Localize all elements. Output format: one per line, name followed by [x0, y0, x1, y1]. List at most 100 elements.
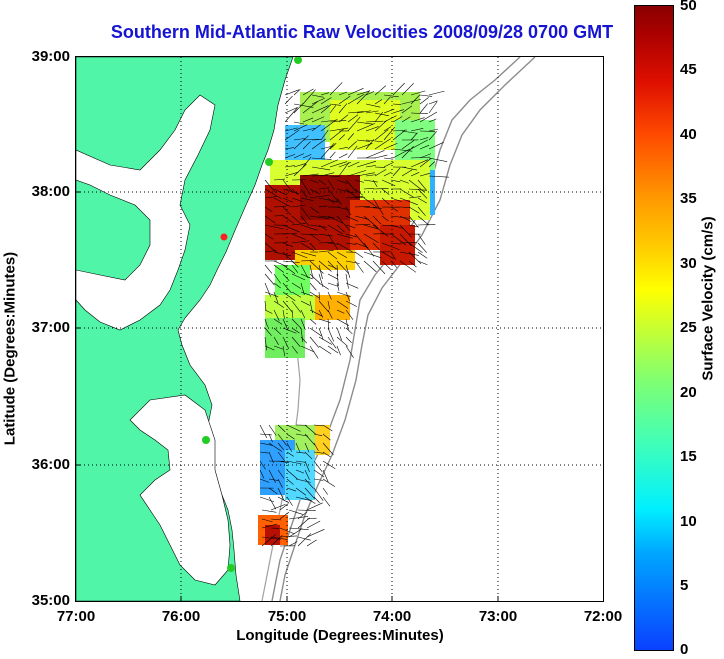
- velocity-arrow: [428, 118, 437, 123]
- velocity-arrow: [408, 215, 419, 228]
- velocity-arrow: [399, 197, 418, 206]
- velocity-arrow: [336, 264, 339, 277]
- velocity-arrow: [320, 119, 338, 123]
- velocity-arrow: [304, 451, 313, 460]
- velocity-arrow: [356, 123, 376, 132]
- velocity-arrow: [401, 146, 414, 159]
- velocity-arrow: [419, 103, 428, 114]
- velocity-arrow: [419, 144, 430, 150]
- velocity-arrow: [356, 90, 370, 96]
- velocity-arrow: [286, 469, 298, 480]
- velocity-arrow: [381, 251, 395, 260]
- velocity-arrow: [372, 206, 382, 209]
- velocity-arrow: [408, 224, 419, 228]
- velocity-arrow: [374, 120, 388, 132]
- velocity-arrow: [300, 251, 317, 257]
- velocity-arrow: [345, 179, 358, 193]
- velocity-arrow: [282, 179, 293, 193]
- velocity-arrow: [327, 188, 339, 202]
- velocity-arrow: [320, 172, 335, 177]
- velocity-arrow: [354, 260, 364, 273]
- velocity-arrow: [264, 179, 277, 194]
- velocity-arrow: [264, 309, 273, 314]
- velocity-arrow: [347, 170, 367, 177]
- velocity-arrow: [401, 166, 418, 171]
- velocity-arrow: [293, 88, 301, 96]
- velocity-arrow: [309, 215, 330, 219]
- velocity-arrow: [318, 205, 328, 208]
- velocity-arrow: [327, 300, 331, 310]
- velocity-arrow: [354, 179, 365, 183]
- velocity-arrow: [329, 161, 348, 168]
- velocity-arrow: [381, 215, 389, 222]
- velocity-arrow: [428, 128, 439, 132]
- velocity-arrow: [309, 233, 321, 242]
- y-tick-label: 39:00: [31, 48, 70, 65]
- velocity-arrow: [410, 139, 428, 150]
- station-marker: [227, 564, 235, 572]
- velocity-arrow: [338, 146, 348, 150]
- velocity-arrow: [345, 233, 357, 238]
- velocity-arrow: [428, 100, 438, 105]
- velocity-arrow: [288, 527, 309, 530]
- velocity-arrow: [390, 251, 396, 260]
- velocity-arrow: [419, 172, 431, 177]
- velocity-arrow: [297, 509, 316, 511]
- velocity-arrow: [284, 107, 298, 123]
- velocity-arrow: [277, 496, 290, 504]
- velocity-arrow: [304, 424, 317, 435]
- station-marker: [294, 57, 302, 64]
- velocity-arrow: [322, 460, 336, 469]
- velocity-arrow: [284, 95, 293, 105]
- velocity-arrow: [304, 496, 316, 504]
- velocity-arrow: [318, 233, 333, 237]
- velocity-arrow: [273, 215, 284, 217]
- velocity-arrow: [293, 103, 314, 108]
- velocity-arrow: [408, 188, 427, 191]
- velocity-arrow: [374, 85, 387, 96]
- velocity-arrow: [327, 336, 337, 349]
- velocity-arrow: [264, 250, 276, 253]
- velocity-arrow: [383, 115, 397, 123]
- velocity-arrow: [374, 169, 387, 177]
- velocity-arrow: [300, 264, 309, 279]
- velocity-arrow: [347, 88, 364, 96]
- velocity-arrow: [293, 153, 304, 159]
- velocity-arrow: [410, 117, 425, 123]
- velocity-arrow: [381, 260, 392, 270]
- velocity-arrow: [311, 124, 321, 132]
- colorbar-tick-label: 5: [680, 577, 689, 594]
- colorbar-tick-label: 10: [680, 513, 697, 530]
- velocity-arrow: [304, 460, 310, 473]
- velocity-arrow: [401, 130, 418, 134]
- velocity-arrow: [306, 529, 325, 538]
- velocity-arrow: [345, 300, 357, 307]
- velocity-arrow: [417, 179, 428, 192]
- velocity-arrow: [318, 327, 324, 340]
- velocity-arrow: [428, 101, 438, 114]
- x-tick-label: 74:00: [372, 608, 412, 625]
- velocity-arrow: [390, 197, 402, 202]
- velocity-arrow: [401, 82, 414, 96]
- velocity-arrow: [286, 487, 297, 492]
- velocity-arrow: [428, 175, 449, 178]
- station-marker: [202, 436, 210, 444]
- velocity-arrow: [273, 188, 288, 196]
- velocity-arrow: [336, 282, 340, 292]
- velocity-arrow: [363, 188, 374, 190]
- velocity-arrow: [327, 197, 335, 204]
- velocity-arrow: [273, 300, 285, 308]
- velocity-arrow: [273, 345, 284, 350]
- velocity-arrow: [261, 509, 277, 513]
- velocity-arrow: [338, 95, 351, 105]
- velocity-arrow: [277, 424, 286, 433]
- velocity-arrow: [399, 215, 412, 223]
- velocity-arrow: [277, 442, 284, 451]
- velocity-arrow: [268, 442, 283, 452]
- velocity-arrow: [311, 138, 327, 150]
- velocity-arrow: [329, 128, 345, 141]
- velocity-arrow: [428, 90, 445, 96]
- velocity-arrow: [259, 496, 275, 503]
- velocity-arrow: [322, 469, 329, 483]
- velocity-arrow: [297, 511, 308, 520]
